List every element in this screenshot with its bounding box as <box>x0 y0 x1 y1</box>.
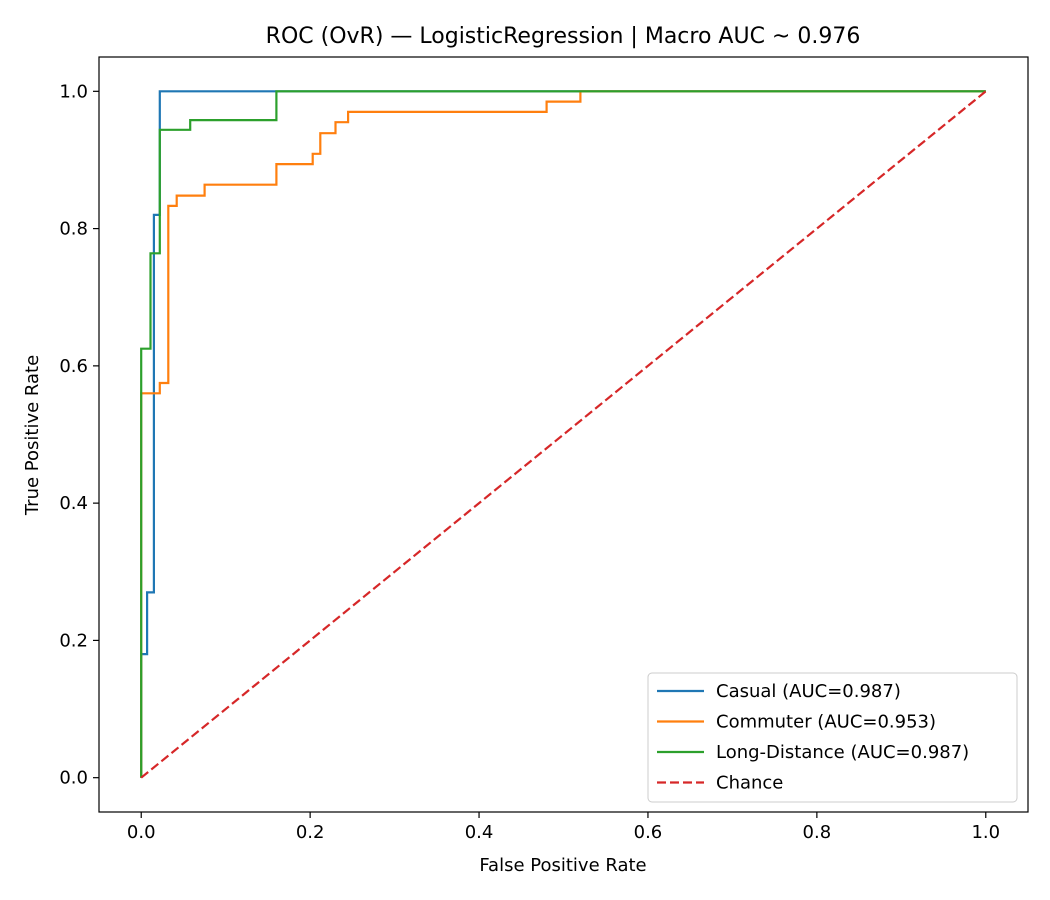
legend-entry-1: Casual (AUC=0.987) <box>716 681 901 702</box>
series-line-2 <box>140 90 986 778</box>
plot-area <box>98 56 1029 813</box>
y-tick-label: 1.0 <box>59 81 88 102</box>
y-tick-label: 0.2 <box>59 630 88 651</box>
y-tick-label: 0.4 <box>59 493 88 514</box>
x-tick-label: 0.0 <box>127 822 156 843</box>
legend-box <box>647 672 1018 803</box>
legend-entry-3: Long-Distance (AUC=0.987) <box>716 742 969 763</box>
x-tick-label: 0.8 <box>803 822 832 843</box>
x-tick-label: 0.2 <box>296 822 325 843</box>
legend: Casual (AUC=0.987) Commuter (AUC=0.953) Lo… <box>647 672 1018 803</box>
x-tick-label: 0.6 <box>634 822 663 843</box>
y-tick-label: 0.8 <box>59 219 88 240</box>
x-axis-label: False Positive Rate <box>479 855 646 876</box>
y-tick-label: 0.6 <box>59 356 88 377</box>
plot-frame <box>98 56 1029 813</box>
y-tick-label: 0.0 <box>59 768 88 789</box>
x-tick-label: 1.0 <box>971 822 1000 843</box>
series-line-1 <box>140 90 986 778</box>
chart-title: ROC (OvR) — LogisticRegression | Macro A… <box>266 24 861 49</box>
axis-ticks: 0.0 0.2 0.4 0.6 0.8 1.0 0.0 0.2 0.4 0.6 0.8 1.0 <box>59 81 1000 843</box>
y-axis-label: True Positive Rate <box>22 355 43 516</box>
series-line-3 <box>140 90 986 778</box>
legend-entry-2: Commuter (AUC=0.953) <box>716 712 936 733</box>
legend-entry-4: Chance <box>716 773 783 794</box>
x-tick-label: 0.4 <box>465 822 494 843</box>
